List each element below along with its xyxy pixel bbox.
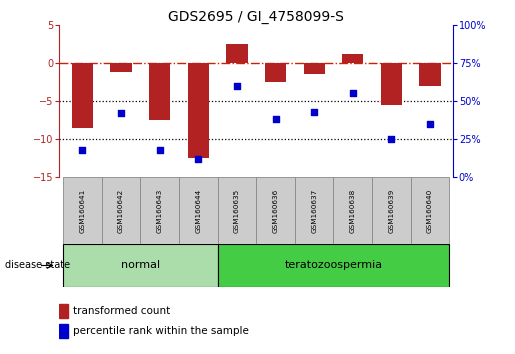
Point	[271, 116, 280, 122]
Bar	[342, 54, 364, 63]
Point	[233, 83, 241, 88]
Bar	[217, 244, 449, 287]
Point	[156, 147, 164, 153]
Text: GSM160644: GSM160644	[195, 188, 201, 233]
Point	[310, 109, 318, 114]
Text: GSM160638: GSM160638	[350, 188, 356, 233]
Bar	[72, 63, 93, 127]
Text: GSM160643: GSM160643	[157, 188, 163, 233]
Bar	[226, 44, 248, 63]
Bar	[295, 177, 334, 244]
Bar	[149, 63, 170, 120]
Bar	[265, 63, 286, 82]
Text: GSM160642: GSM160642	[118, 188, 124, 233]
Text: GSM160640: GSM160640	[427, 188, 433, 233]
Bar	[381, 63, 402, 105]
Bar	[63, 244, 217, 287]
Text: teratozoospermia: teratozoospermia	[284, 261, 383, 270]
Point	[387, 136, 396, 142]
Bar	[63, 177, 102, 244]
Point	[194, 156, 202, 161]
Bar	[110, 63, 132, 72]
Bar	[140, 177, 179, 244]
Text: GSM160637: GSM160637	[311, 188, 317, 233]
Text: GSM160641: GSM160641	[79, 188, 85, 233]
Bar	[303, 63, 325, 74]
Bar	[102, 177, 140, 244]
Point	[117, 110, 125, 116]
Text: normal: normal	[121, 261, 160, 270]
Bar	[59, 304, 68, 318]
Bar	[59, 324, 68, 338]
Text: percentile rank within the sample: percentile rank within the sample	[73, 326, 249, 336]
Bar	[372, 177, 410, 244]
Bar	[410, 177, 449, 244]
Bar	[187, 63, 209, 158]
Title: GDS2695 / GI_4758099-S: GDS2695 / GI_4758099-S	[168, 10, 344, 24]
Text: GSM160636: GSM160636	[272, 188, 279, 233]
Point	[349, 90, 357, 96]
Bar	[217, 177, 256, 244]
Text: transformed count: transformed count	[73, 306, 170, 316]
Text: disease state: disease state	[5, 261, 70, 270]
Bar	[179, 177, 217, 244]
Point	[78, 147, 87, 153]
Bar	[256, 177, 295, 244]
Text: GSM160635: GSM160635	[234, 188, 240, 233]
Bar	[419, 63, 441, 86]
Text: GSM160639: GSM160639	[388, 188, 394, 233]
Point	[426, 121, 434, 126]
Bar	[334, 177, 372, 244]
